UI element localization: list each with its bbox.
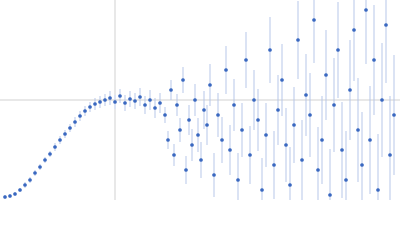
data-point [252, 98, 256, 102]
data-point [199, 158, 203, 162]
data-point [372, 58, 376, 62]
data-point [240, 128, 244, 132]
data-point [78, 114, 82, 118]
data-point [118, 94, 122, 98]
data-point [113, 100, 117, 104]
data-point [336, 48, 340, 52]
data-point [128, 97, 132, 101]
data-point [212, 173, 216, 177]
data-point [3, 195, 7, 199]
data-point [368, 138, 372, 142]
data-point [220, 138, 224, 142]
data-point [364, 8, 368, 12]
data-point [384, 23, 388, 27]
data-point [392, 113, 396, 117]
data-point [264, 133, 268, 137]
data-point [193, 98, 197, 102]
data-point [166, 138, 170, 142]
data-point [328, 193, 332, 197]
data-point [48, 152, 52, 156]
data-point [187, 118, 191, 122]
data-point [184, 168, 188, 172]
data-point [103, 98, 107, 102]
data-point [324, 73, 328, 77]
data-point [228, 148, 232, 152]
data-point [332, 103, 336, 107]
data-point [18, 188, 22, 192]
data-point [340, 148, 344, 152]
data-point [236, 178, 240, 182]
data-point [190, 143, 194, 147]
data-point [53, 145, 57, 149]
data-point [248, 153, 252, 157]
data-point [244, 58, 248, 62]
data-point [33, 171, 37, 175]
data-point [380, 98, 384, 102]
data-point [348, 88, 352, 92]
data-point [360, 163, 364, 167]
data-point [296, 38, 300, 42]
data-point [208, 83, 212, 87]
data-point [163, 113, 167, 117]
data-point [388, 153, 392, 157]
data-point [28, 178, 32, 182]
data-point [356, 128, 360, 132]
data-point [172, 153, 176, 157]
data-point [143, 103, 147, 107]
data-point [205, 123, 209, 127]
data-point [133, 99, 137, 103]
data-point [276, 108, 280, 112]
data-point [304, 93, 308, 97]
data-point [98, 100, 102, 104]
data-point [88, 105, 92, 109]
data-point [63, 132, 67, 136]
data-point [83, 109, 87, 113]
data-point [169, 88, 173, 92]
data-point [23, 183, 27, 187]
data-point [272, 163, 276, 167]
data-point [178, 128, 182, 132]
data-point [43, 158, 47, 162]
data-point [138, 95, 142, 99]
data-point [224, 68, 228, 72]
data-point [108, 96, 112, 100]
data-point [58, 138, 62, 142]
data-point [175, 103, 179, 107]
data-point [158, 101, 162, 105]
data-point [216, 113, 220, 117]
data-point [123, 101, 127, 105]
data-point [292, 123, 296, 127]
data-point [280, 78, 284, 82]
data-point [344, 178, 348, 182]
data-point [256, 118, 260, 122]
data-point [148, 98, 152, 102]
data-point [202, 108, 206, 112]
data-point [320, 138, 324, 142]
data-point [196, 133, 200, 137]
data-point [8, 194, 12, 198]
data-point [312, 18, 316, 22]
data-point [93, 102, 97, 106]
data-point [38, 165, 42, 169]
data-point [300, 158, 304, 162]
data-point [13, 192, 17, 196]
data-point [268, 48, 272, 52]
data-point [284, 143, 288, 147]
data-point [260, 188, 264, 192]
data-point [376, 188, 380, 192]
data-point [288, 183, 292, 187]
data-point [308, 113, 312, 117]
data-point [181, 78, 185, 82]
data-point [316, 168, 320, 172]
data-point [73, 120, 77, 124]
data-point [153, 106, 157, 110]
chart [0, 0, 400, 200]
data-point [352, 28, 356, 32]
data-point [68, 126, 72, 130]
data-point [232, 103, 236, 107]
